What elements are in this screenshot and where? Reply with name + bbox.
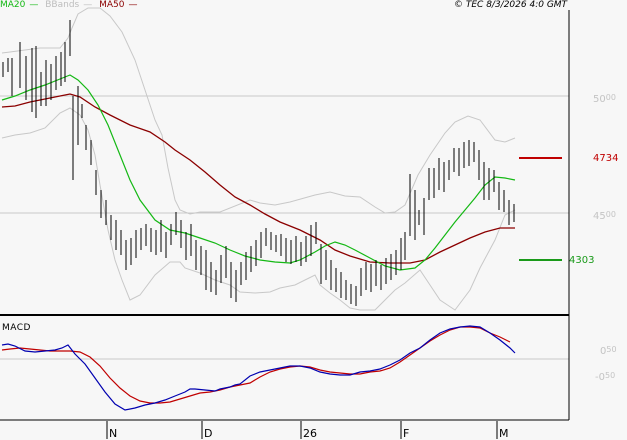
- macd-label-neg: -050: [595, 371, 616, 384]
- bband-lower: [1, 107, 516, 311]
- support-value: 4303: [569, 255, 595, 266]
- price-label-4500: 4500: [593, 210, 616, 223]
- x-label-nov: N: [109, 427, 118, 440]
- macd-line: [1, 325, 516, 411]
- x-axis-ticks: [106, 421, 498, 439]
- resistance-value: 4734: [593, 153, 619, 164]
- ma20-line: [1, 74, 516, 271]
- chart-legend: MA20— BBands — MA50—: [0, 0, 141, 12]
- macd-title: MACD: [2, 323, 31, 333]
- x-label-dec: D: [204, 427, 213, 440]
- price-label-5000: 5000: [593, 93, 616, 106]
- price-bars: [2, 20, 515, 306]
- bband-upper: [1, 7, 516, 215]
- legend-bbands: BBands —: [45, 0, 93, 10]
- legend-ma50: MA50—: [99, 0, 138, 10]
- legend-ma20: MA20—: [0, 0, 39, 10]
- x-label-feb: F: [403, 427, 410, 440]
- macd-label-pos: 050: [600, 345, 617, 358]
- x-label-2026: 26: [303, 427, 317, 440]
- x-label-mar: M: [499, 427, 509, 440]
- copyright-timestamp: © TEC 8/3/2026 4:0 GMT: [454, 0, 568, 10]
- ma50-line: [1, 93, 515, 264]
- macd-signal-line: [1, 326, 511, 404]
